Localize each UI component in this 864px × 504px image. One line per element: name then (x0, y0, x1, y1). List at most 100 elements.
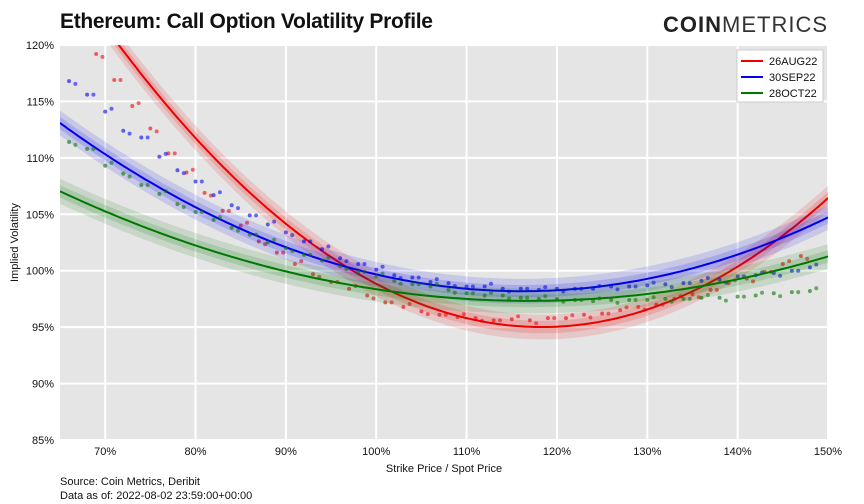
data-point-28oct22 (699, 295, 704, 300)
data-point-26aug22 (606, 311, 611, 316)
data-point-30sep22 (705, 276, 710, 281)
data-point-28oct22 (181, 204, 186, 209)
data-point-30sep22 (308, 239, 313, 244)
data-point-28oct22 (193, 210, 198, 215)
data-point-28oct22 (741, 294, 746, 299)
data-point-28oct22 (434, 281, 439, 286)
data-point-30sep22 (163, 151, 168, 156)
data-point-26aug22 (805, 256, 810, 261)
data-point-28oct22 (308, 252, 313, 257)
data-point-30sep22 (103, 109, 108, 114)
confidence-band-30sep22 (60, 110, 828, 304)
data-point-26aug22 (220, 208, 225, 213)
y-tick-label: 120% (26, 40, 54, 52)
y-tick-label: 100% (26, 266, 54, 278)
x-tick-label: 110% (453, 446, 481, 458)
data-point-28oct22 (344, 267, 349, 272)
data-point-26aug22 (347, 286, 352, 291)
data-point-30sep22 (374, 267, 379, 272)
data-point-26aug22 (419, 309, 424, 314)
y-tick-label: 90% (32, 379, 54, 391)
data-point-30sep22 (283, 230, 288, 235)
data-point-30sep22 (301, 239, 306, 244)
data-point-28oct22 (681, 296, 686, 301)
data-point-30sep22 (362, 261, 367, 266)
data-point-26aug22 (437, 312, 442, 317)
data-point-26aug22 (798, 254, 803, 259)
data-point-30sep22 (669, 285, 674, 290)
y-axis-label: Implied Volatility (9, 203, 21, 282)
data-point-26aug22 (600, 311, 605, 316)
data-point-28oct22 (211, 217, 216, 222)
data-point-30sep22 (796, 268, 801, 273)
plot-area (60, 45, 828, 340)
data-point-30sep22 (175, 168, 180, 173)
data-point-30sep22 (807, 265, 812, 270)
source-label: Source: (60, 476, 98, 488)
data-point-26aug22 (570, 313, 575, 318)
y-tick-label: 95% (32, 322, 54, 334)
data-point-30sep22 (85, 92, 90, 97)
data-point-30sep22 (488, 281, 493, 286)
x-tick-label: 120% (543, 446, 571, 458)
data-point-30sep22 (121, 128, 126, 133)
data-point-26aug22 (238, 223, 243, 228)
data-point-30sep22 (681, 281, 686, 286)
data-point-30sep22 (543, 285, 548, 290)
data-point-28oct22 (778, 294, 783, 299)
data-point-26aug22 (154, 129, 159, 134)
y-tick-label: 85% (32, 435, 54, 447)
data-point-28oct22 (609, 298, 614, 303)
data-point-30sep22 (338, 256, 343, 261)
data-point-26aug22 (509, 317, 514, 322)
data-point-26aug22 (401, 304, 406, 309)
data-point-28oct22 (163, 189, 168, 194)
data-point-30sep22 (392, 273, 397, 278)
legend: 26AUG22 30SEP22 28OCT22 (736, 49, 824, 103)
data-point-30sep22 (254, 213, 259, 218)
data-point-28oct22 (247, 232, 252, 237)
data-point-28oct22 (85, 146, 90, 151)
data-point-28oct22 (272, 237, 277, 242)
x-tick-label: 140% (724, 446, 752, 458)
data-point-30sep22 (651, 280, 656, 285)
data-point-30sep22 (518, 286, 523, 291)
data-point-30sep22 (265, 222, 270, 227)
data-point-28oct22 (199, 210, 204, 215)
data-point-28oct22 (760, 290, 765, 295)
data-point-26aug22 (787, 259, 792, 264)
as-of-label: Data as of: (60, 490, 114, 502)
data-point-26aug22 (202, 190, 207, 195)
data-point-26aug22 (112, 77, 117, 82)
data-point-26aug22 (292, 261, 297, 266)
data-point-30sep22 (428, 280, 433, 284)
data-point-26aug22 (563, 316, 568, 321)
data-point-26aug22 (636, 304, 641, 309)
data-point-26aug22 (582, 312, 587, 317)
data-point-28oct22 (326, 255, 331, 260)
data-point-26aug22 (136, 101, 141, 106)
data-point-28oct22 (814, 286, 819, 291)
coinmetrics-logo: COINMETRICS (663, 12, 828, 38)
data-point-26aug22 (534, 321, 539, 326)
data-point-26aug22 (190, 167, 195, 172)
data-point-30sep22 (500, 286, 505, 291)
data-point-28oct22 (525, 295, 530, 300)
data-point-30sep22 (778, 273, 783, 278)
data-point-26aug22 (714, 287, 719, 292)
fit-line-30sep22 (60, 122, 828, 293)
data-point-28oct22 (109, 160, 114, 165)
data-point-28oct22 (157, 191, 162, 196)
data-point-30sep22 (157, 154, 162, 159)
data-point-30sep22 (717, 277, 722, 282)
source-value: Coin Metrics, Deribit (100, 476, 200, 488)
data-point-30sep22 (434, 277, 439, 282)
x-axis-label: Strike Price / Spot Price (386, 463, 502, 475)
data-point-28oct22 (139, 182, 144, 187)
data-point-28oct22 (127, 174, 132, 179)
data-point-28oct22 (705, 292, 710, 297)
data-point-30sep22 (145, 135, 150, 140)
data-point-26aug22 (256, 239, 261, 244)
data-point-26aug22 (389, 300, 394, 305)
data-point-28oct22 (723, 298, 728, 303)
